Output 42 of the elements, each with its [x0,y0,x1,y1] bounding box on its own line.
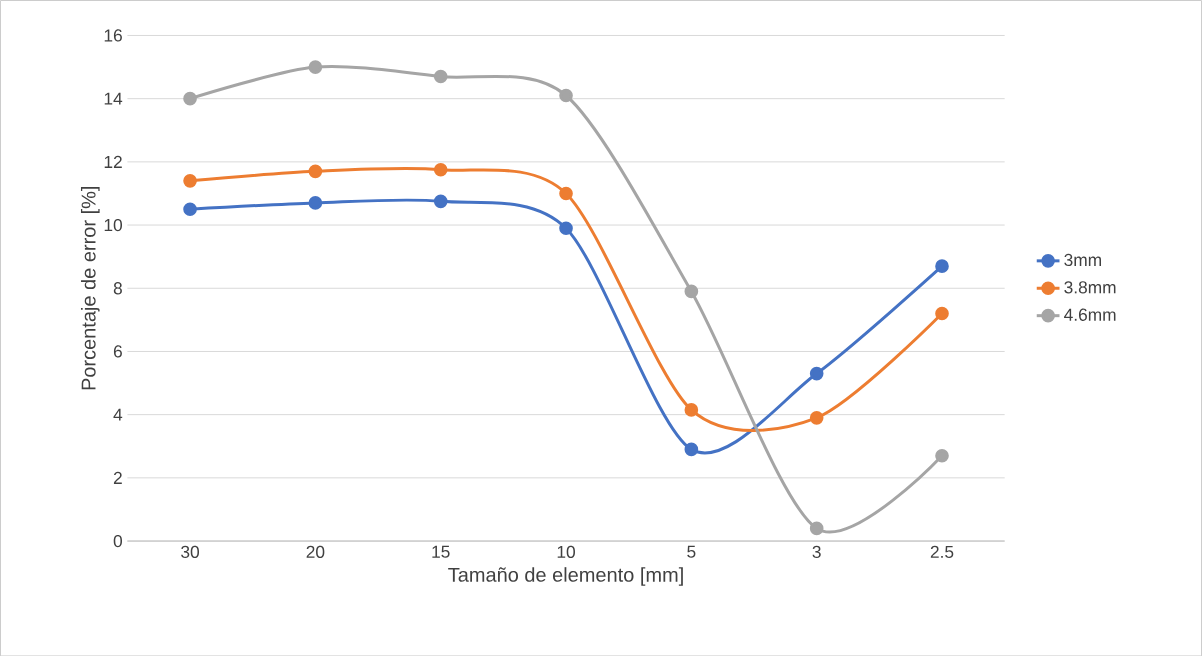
x-tick-label: 5 [687,545,696,558]
x-tick-label: 3 [812,545,821,558]
point [433,69,448,84]
point [559,186,573,201]
y-tick-label: 16 [104,29,122,42]
point [183,202,197,216]
point [809,410,824,425]
point [935,259,949,273]
y-tick-label: 6 [113,345,122,358]
point [809,366,824,381]
x-tick-label: 15 [432,545,450,558]
point [308,60,323,74]
point [183,173,197,188]
point [183,91,197,106]
y-tick-label: 2 [113,471,122,484]
x-axis-title: Tamaño de elemento [mm] [448,566,683,586]
point [559,88,573,103]
x-tick-label: 10 [557,545,575,558]
point [809,521,824,536]
y-tick-label: 8 [113,281,122,295]
y-tick-label: 14 [104,92,123,105]
point [684,442,699,457]
point [308,195,323,210]
legend-label: 3.8mm [1064,280,1116,294]
y-tick-label: 4 [113,408,123,421]
y-axis-title: Porcentaje de error [%] [80,186,100,390]
point [684,284,699,299]
y-tick-label: 0 [113,534,123,547]
legend-label: 4.6mm [1064,308,1116,321]
point [684,402,699,417]
point [935,306,949,321]
x-tick-label: 30 [181,545,200,558]
point [433,162,448,177]
point [935,448,949,463]
y-tick-label: 10 [104,218,123,231]
point [308,164,323,178]
legend-label: 3mm [1064,253,1101,266]
point [559,221,573,235]
y-tick-label: 12 [104,155,122,168]
point [433,194,448,208]
x-tick-label: 2.5 [930,545,954,558]
x-tick-label: 20 [306,545,325,558]
